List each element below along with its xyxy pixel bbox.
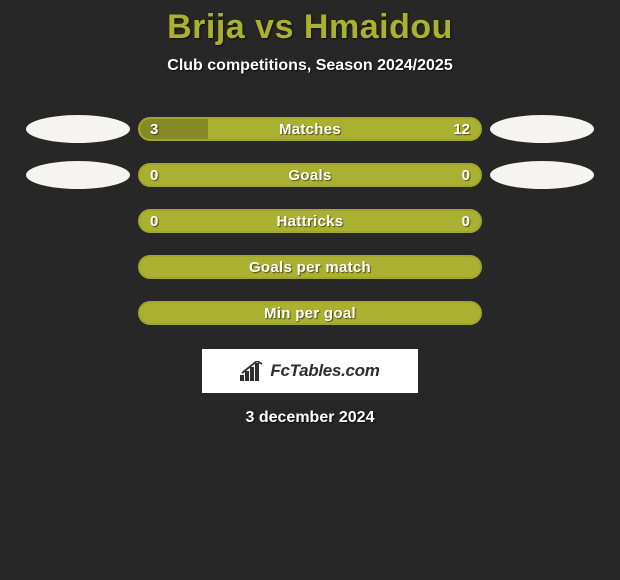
stat-row: 00Goals [0, 163, 620, 187]
avatar-slot-left [18, 161, 138, 189]
page-title: Brija vs Hmaidou [167, 8, 453, 47]
stat-label: Goals [140, 165, 480, 185]
avatar-slot-right [482, 115, 602, 143]
stat-row: Min per goal [0, 301, 620, 325]
stats-area: 312Matches 00Goals 00Hattricks Goals per ma… [0, 117, 620, 325]
player-avatar-right [490, 161, 594, 189]
stat-row: 00Hattricks [0, 209, 620, 233]
stat-row: Goals per match [0, 255, 620, 279]
stat-bar: Min per goal [138, 301, 482, 325]
stat-label: Min per goal [140, 303, 480, 323]
stat-bar: Goals per match [138, 255, 482, 279]
stat-bar: 00Hattricks [138, 209, 482, 233]
stat-label: Goals per match [140, 257, 480, 277]
avatar-slot-left [18, 115, 138, 143]
stat-bar: 312Matches [138, 117, 482, 141]
player-avatar-left [26, 115, 130, 143]
player-avatar-left [26, 161, 130, 189]
chart-icon [240, 361, 266, 381]
page-subtitle: Club competitions, Season 2024/2025 [167, 57, 452, 75]
stat-label: Matches [140, 119, 480, 139]
logo-text: FcTables.com [270, 361, 379, 381]
comparison-container: Brija vs Hmaidou Club competitions, Seas… [0, 0, 620, 427]
stat-label: Hattricks [140, 211, 480, 231]
stat-row: 312Matches [0, 117, 620, 141]
avatar-slot-right [482, 161, 602, 189]
player-avatar-right [490, 115, 594, 143]
fctables-logo[interactable]: FcTables.com [202, 349, 418, 393]
stat-bar: 00Goals [138, 163, 482, 187]
date-label: 3 december 2024 [246, 409, 375, 427]
